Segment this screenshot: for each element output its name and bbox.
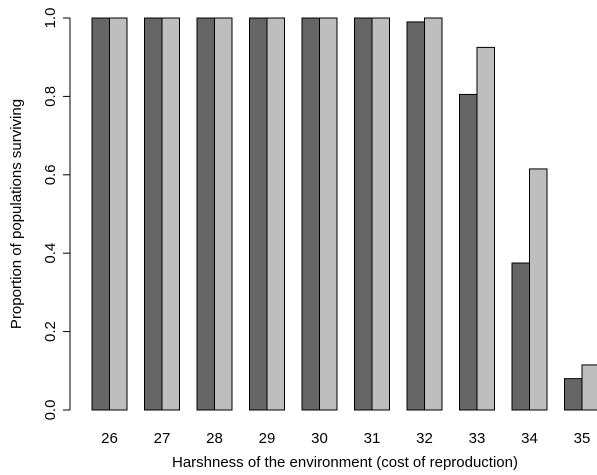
x-tick-labels: 26 27 28 29 30 31 32 33 34 35 xyxy=(101,430,590,447)
bar-28-series-2 xyxy=(214,17,233,411)
x-tick-label: 26 xyxy=(101,430,118,447)
bar-26-series-2 xyxy=(109,17,128,411)
bar-30-series-2 xyxy=(319,17,338,411)
y-tick-label: 0.4 xyxy=(42,243,59,264)
bar-31-series-2 xyxy=(371,17,390,411)
y-tick-label: 0.6 xyxy=(42,164,59,185)
x-tick-label: 35 xyxy=(574,430,591,447)
y-tick-label: 0.8 xyxy=(42,86,59,107)
bar-35-series-1 xyxy=(564,378,583,411)
y-axis-title: Proportion of populations surviving xyxy=(8,99,25,329)
bar-26-series-1 xyxy=(91,17,110,411)
bar-35-series-2 xyxy=(581,364,597,411)
bar-31-series-1 xyxy=(354,17,373,411)
y-axis: 0.0 0.2 0.4 0.6 0.8 1.0 xyxy=(42,8,71,421)
bars xyxy=(91,17,597,411)
x-tick-label: 29 xyxy=(259,430,276,447)
bar-28-series-1 xyxy=(196,17,215,411)
bar-32-series-1 xyxy=(406,21,425,411)
bar-27-series-1 xyxy=(144,17,163,411)
y-tick-label: 0.2 xyxy=(42,321,59,342)
bar-32-series-2 xyxy=(424,17,443,411)
bar-29-series-1 xyxy=(249,17,268,411)
bar-34-series-1 xyxy=(511,262,530,411)
y-tick-label: 1.0 xyxy=(42,8,59,29)
bar-33-series-1 xyxy=(459,93,478,411)
x-tick-label: 33 xyxy=(469,430,486,447)
x-tick-label: 31 xyxy=(364,430,381,447)
bar-33-series-2 xyxy=(476,46,495,411)
x-tick-label: 34 xyxy=(521,430,538,447)
x-tick-label: 28 xyxy=(206,430,223,447)
x-axis-title: Harshness of the environment (cost of re… xyxy=(172,454,518,471)
bar-29-series-2 xyxy=(266,17,285,411)
x-tick-label: 32 xyxy=(416,430,433,447)
y-tick-label: 0.0 xyxy=(42,400,59,421)
x-tick-label: 27 xyxy=(154,430,171,447)
bar-27-series-2 xyxy=(161,17,180,411)
bar-30-series-1 xyxy=(301,17,320,411)
bar-34-series-2 xyxy=(529,168,548,411)
x-tick-label: 30 xyxy=(311,430,328,447)
